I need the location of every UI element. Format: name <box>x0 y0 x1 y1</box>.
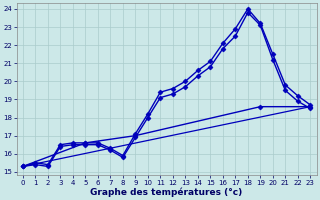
X-axis label: Graphe des températures (°c): Graphe des températures (°c) <box>91 187 243 197</box>
